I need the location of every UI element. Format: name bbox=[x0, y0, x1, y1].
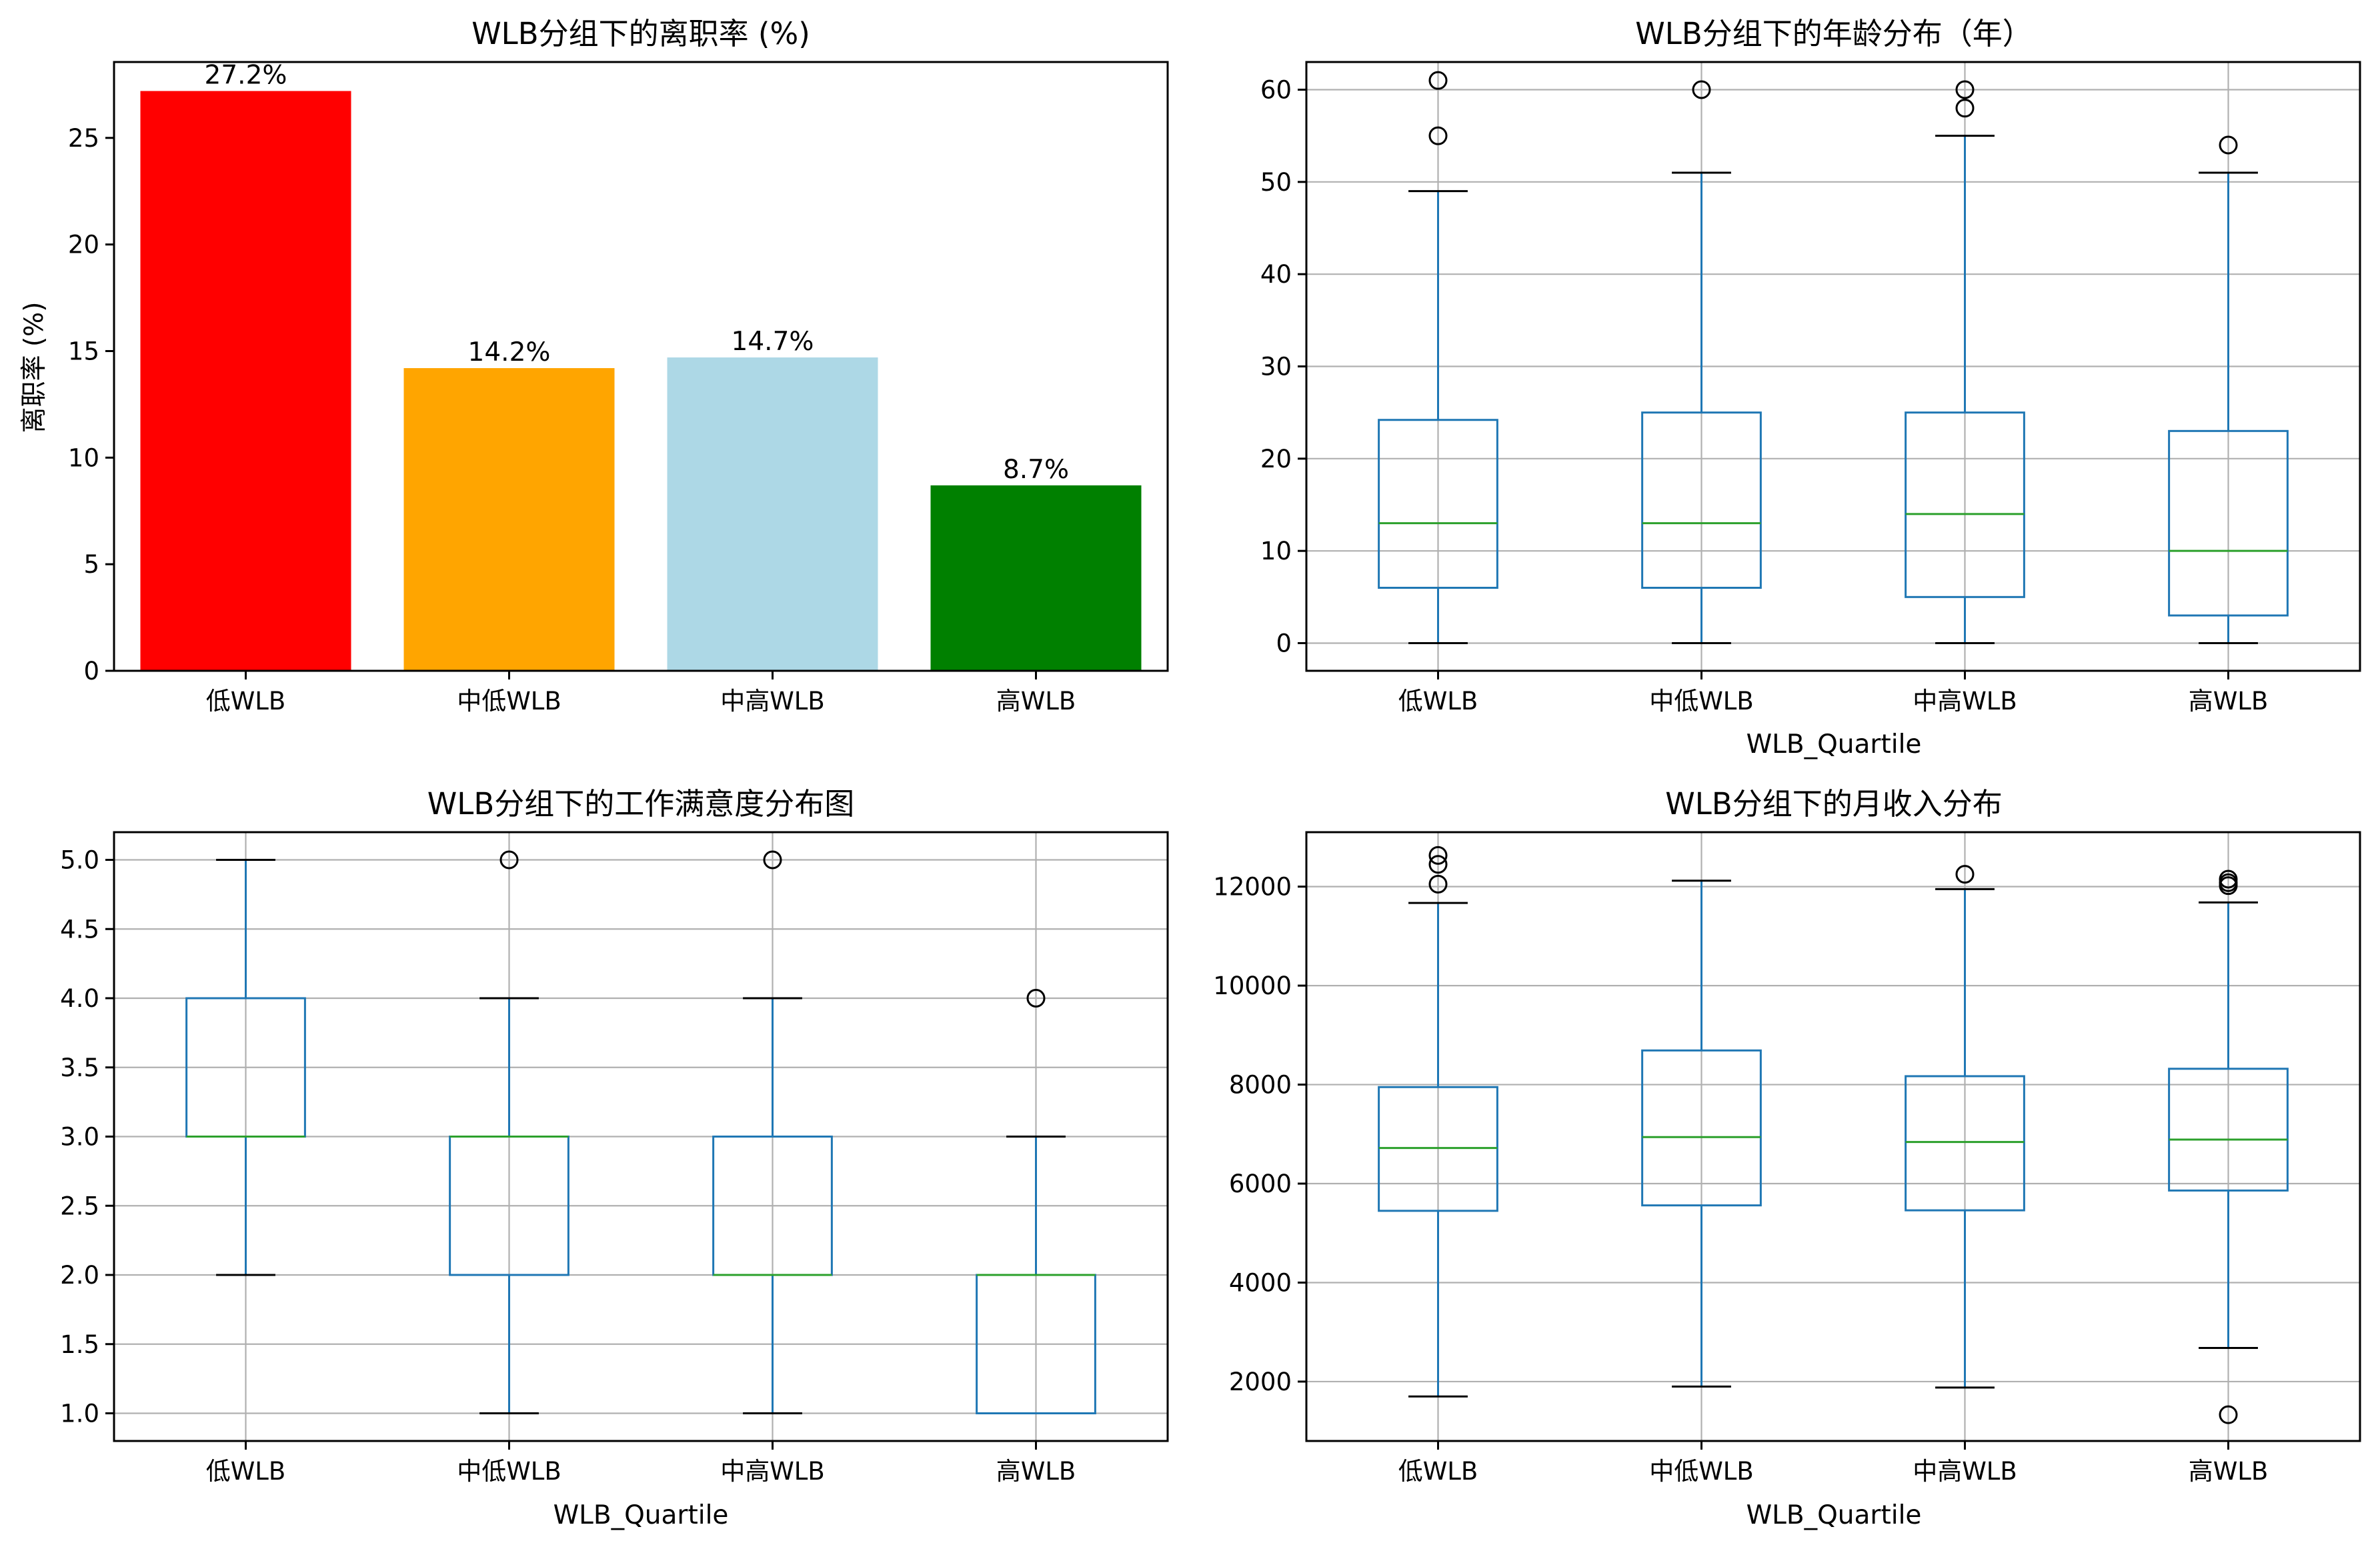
x-tick-label: 中低WLB bbox=[1649, 687, 1754, 715]
x-tick-label: 低WLB bbox=[206, 1457, 286, 1486]
y-tick-label: 15 bbox=[68, 337, 99, 365]
x-axis-label: WLB_Quartile bbox=[1746, 729, 1922, 759]
box bbox=[2168, 1068, 2289, 1192]
y-tick-label: 2.5 bbox=[60, 1192, 99, 1220]
y-tick-label: 5.0 bbox=[60, 846, 99, 875]
x-tick-label: 中高WLB bbox=[720, 1457, 825, 1486]
outlier-point bbox=[2219, 870, 2238, 889]
y-tick-label: 20 bbox=[1260, 445, 1292, 473]
x-axis-label: WLB_Quartile bbox=[1746, 1500, 1922, 1530]
y-tick-label: 8000 bbox=[1229, 1071, 1292, 1100]
x-tick-label: 中高WLB bbox=[1913, 687, 2017, 715]
outlier-point bbox=[1428, 126, 1448, 145]
y-tick-label: 5 bbox=[83, 550, 99, 579]
x-tick-label: 中低WLB bbox=[457, 1457, 561, 1486]
y-tick-label: 50 bbox=[1260, 168, 1292, 197]
age-boxplot-panel: WLB分组下的年龄分布（年） WLB_Quartile 0 10 20 30 40 50 6… bbox=[1260, 16, 2361, 759]
x-tick-label: 高WLB bbox=[996, 1457, 1076, 1486]
outlier-point bbox=[1428, 846, 1448, 865]
outlier-point bbox=[1955, 99, 1975, 118]
outlier-point bbox=[763, 850, 782, 870]
x-tick-label: 中低WLB bbox=[457, 687, 561, 715]
y-tick-label: 20 bbox=[68, 231, 99, 259]
outlier-point bbox=[1428, 71, 1448, 90]
x-tick-label: 高WLB bbox=[996, 687, 1076, 715]
y-axis-label: 离职率 (%) bbox=[19, 302, 49, 433]
bar bbox=[667, 357, 878, 671]
y-tick-label: 4000 bbox=[1229, 1268, 1292, 1297]
plot-frame bbox=[1305, 831, 2361, 1442]
x-tick-label: 高WLB bbox=[2189, 687, 2269, 715]
chart-title: WLB分组下的年龄分布（年） bbox=[1635, 16, 2032, 51]
y-tick-label: 4.0 bbox=[60, 984, 99, 1013]
y-tick-label: 3.0 bbox=[60, 1123, 99, 1152]
y-tick-label: 60 bbox=[1260, 76, 1292, 105]
box bbox=[1905, 411, 2025, 598]
y-tick-label: 2.0 bbox=[60, 1261, 99, 1290]
y-tick-label: 10 bbox=[68, 443, 99, 472]
outlier-point bbox=[499, 850, 519, 870]
y-tick-label: 0 bbox=[83, 657, 99, 685]
x-tick-label: 低WLB bbox=[1398, 687, 1478, 715]
outlier-point bbox=[1955, 865, 1975, 884]
box bbox=[1641, 411, 1762, 589]
y-tick-label: 6000 bbox=[1229, 1170, 1292, 1198]
chart-title: WLB分组下的月收入分布 bbox=[1665, 786, 2002, 822]
x-tick-label: 低WLB bbox=[1398, 1457, 1478, 1486]
bar-value-label: 27.2% bbox=[205, 60, 287, 90]
bar bbox=[140, 91, 351, 671]
bar bbox=[930, 485, 1142, 671]
y-tick-label: 2000 bbox=[1229, 1368, 1292, 1396]
y-tick-label: 1.5 bbox=[60, 1330, 99, 1359]
y-tick-label: 12000 bbox=[1213, 873, 1292, 902]
x-tick-label: 中高WLB bbox=[1913, 1457, 2017, 1486]
y-tick-label: 1.0 bbox=[60, 1400, 99, 1428]
y-tick-label: 10000 bbox=[1213, 972, 1292, 1000]
x-tick-label: 中高WLB bbox=[720, 687, 825, 715]
bar-value-label: 14.2% bbox=[468, 337, 551, 367]
plot-frame bbox=[113, 61, 1169, 672]
y-tick-label: 0 bbox=[1276, 629, 1292, 658]
x-axis-label: WLB_Quartile bbox=[553, 1500, 729, 1530]
y-tick-label: 4.5 bbox=[60, 915, 99, 944]
outlier-point bbox=[1955, 80, 1975, 99]
bar-value-label: 8.7% bbox=[1003, 455, 1069, 485]
y-tick-label: 40 bbox=[1260, 260, 1292, 289]
x-tick-label: 中低WLB bbox=[1649, 1457, 1754, 1486]
outlier-point bbox=[1026, 989, 1046, 1008]
satisfaction-boxplot-panel: WLB分组下的工作满意度分布图 WLB_Quartile 1.0 1.5 2.0 2.… bbox=[60, 786, 1169, 1530]
chart-title: WLB分组下的离职率 (%) bbox=[471, 16, 810, 51]
bar-value-label: 14.7% bbox=[732, 327, 814, 357]
y-tick-label: 10 bbox=[1260, 537, 1292, 565]
outlier-point bbox=[1428, 855, 1448, 874]
chart-title: WLB分组下的工作满意度分布图 bbox=[427, 786, 854, 822]
y-tick-label: 3.5 bbox=[60, 1054, 99, 1082]
box bbox=[1905, 1075, 2025, 1212]
y-tick-label: 25 bbox=[68, 124, 99, 153]
bar-chart-panel: WLB分组下的离职率 (%) 离职率 (%) 27.2% 14.2% 14.7% 8.… bbox=[19, 16, 1169, 715]
y-tick-label: 30 bbox=[1260, 353, 1292, 381]
income-boxplot-panel: WLB分组下的月收入分布 WLB_Quartile 2000 4000 6000 80… bbox=[1213, 786, 2361, 1530]
bar bbox=[403, 368, 615, 671]
x-tick-label: 高WLB bbox=[2189, 1457, 2269, 1486]
box bbox=[1378, 419, 1498, 589]
box bbox=[2168, 429, 2289, 617]
outlier-point bbox=[2219, 1405, 2238, 1424]
outlier-point bbox=[1428, 874, 1448, 894]
outlier-point bbox=[1692, 80, 1711, 99]
box bbox=[1641, 1049, 1762, 1207]
outlier-point bbox=[2219, 135, 2238, 155]
x-tick-label: 低WLB bbox=[206, 687, 286, 715]
